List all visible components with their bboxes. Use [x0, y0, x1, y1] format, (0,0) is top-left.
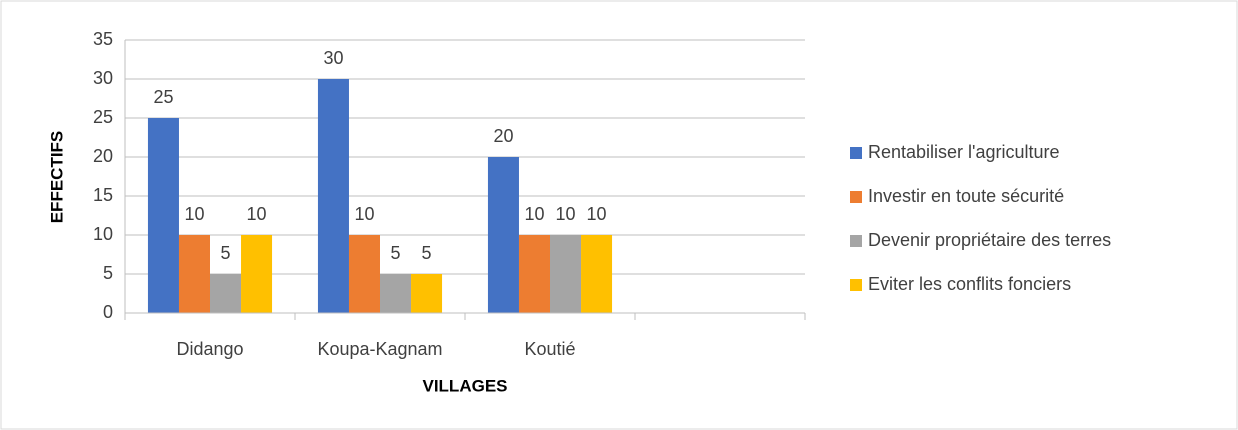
y-tick-label: 0	[103, 302, 113, 322]
bar	[317, 79, 349, 313]
bar	[241, 235, 273, 313]
x-tick-label: Didango	[176, 339, 243, 359]
legend-label: Rentabiliser l'agriculture	[868, 142, 1060, 162]
bar	[178, 235, 210, 313]
legend-swatch	[850, 147, 862, 159]
bar	[348, 235, 380, 313]
bar	[210, 274, 242, 313]
bar	[147, 118, 179, 313]
y-tick-label: 25	[93, 107, 113, 127]
legend-swatch	[850, 279, 862, 291]
data-label: 10	[247, 204, 267, 224]
data-label: 10	[555, 204, 575, 224]
data-label: 10	[524, 204, 544, 224]
data-label: 10	[587, 204, 607, 224]
legend-swatch	[850, 191, 862, 203]
data-label: 25	[153, 87, 173, 107]
legend-label: Investir en toute sécurité	[868, 186, 1064, 206]
data-label: 5	[422, 243, 432, 263]
bar	[550, 235, 582, 313]
y-axis-label: EFFECTIFS	[47, 131, 66, 224]
data-label: 10	[354, 204, 374, 224]
bar	[581, 235, 613, 313]
bar	[487, 157, 519, 313]
bar	[411, 274, 443, 313]
x-tick-label: Koupa-Kagnam	[317, 339, 442, 359]
y-tick-label: 20	[93, 146, 113, 166]
y-tick-label: 5	[103, 263, 113, 283]
data-label: 5	[221, 243, 231, 263]
x-axis-label: VILLAGES	[422, 376, 507, 395]
bar	[518, 235, 550, 313]
legend-label: Devenir propriétaire des terres	[868, 230, 1111, 250]
y-tick-label: 10	[93, 224, 113, 244]
y-tick-label: 15	[93, 185, 113, 205]
data-label: 5	[391, 243, 401, 263]
data-label: 30	[323, 48, 343, 68]
y-tick-label: 35	[93, 29, 113, 49]
y-tick-label: 30	[93, 68, 113, 88]
bar	[380, 274, 412, 313]
legend-swatch	[850, 235, 862, 247]
legend-label: Eviter les conflits fonciers	[868, 274, 1071, 294]
x-tick-label: Koutié	[524, 339, 575, 359]
data-label: 20	[493, 126, 513, 146]
data-label: 10	[184, 204, 204, 224]
